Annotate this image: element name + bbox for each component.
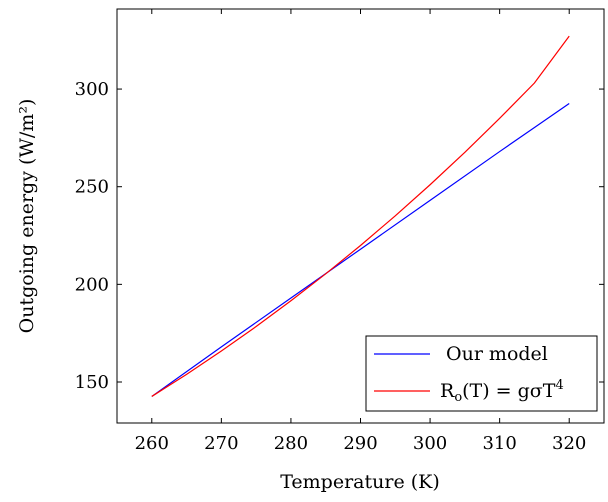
legend-label-1: Our model [446,343,548,365]
x-tick-label: 270 [204,433,238,454]
x-tick-label: 280 [274,433,308,454]
x-axis-label: Temperature (K) [280,471,440,493]
y-tick-label: 200 [75,274,109,295]
x-tick-label: 260 [135,433,169,454]
y-axis-label: Outgoing energy (W/m²) [16,99,38,334]
y-tick-label: 250 [75,177,109,198]
x-tick-label: 310 [482,433,516,454]
series-line-2 [151,35,570,397]
series-layer [151,35,570,397]
y-tick-label: 300 [75,79,109,100]
series-line-1 [151,103,570,397]
legend-label-2: Ro(T) = gσT4 [440,378,564,405]
x-tick-label: 290 [343,433,377,454]
x-tick-label: 300 [413,433,447,454]
ticks: 260 270 280 290 300 310 320 150 200 250 300 [75,9,604,454]
legend-box [365,335,598,412]
y-tick-label: 150 [75,372,109,393]
legend: Our model Ro(T) = gσT4 [365,335,598,412]
x-tick-label: 320 [552,433,586,454]
